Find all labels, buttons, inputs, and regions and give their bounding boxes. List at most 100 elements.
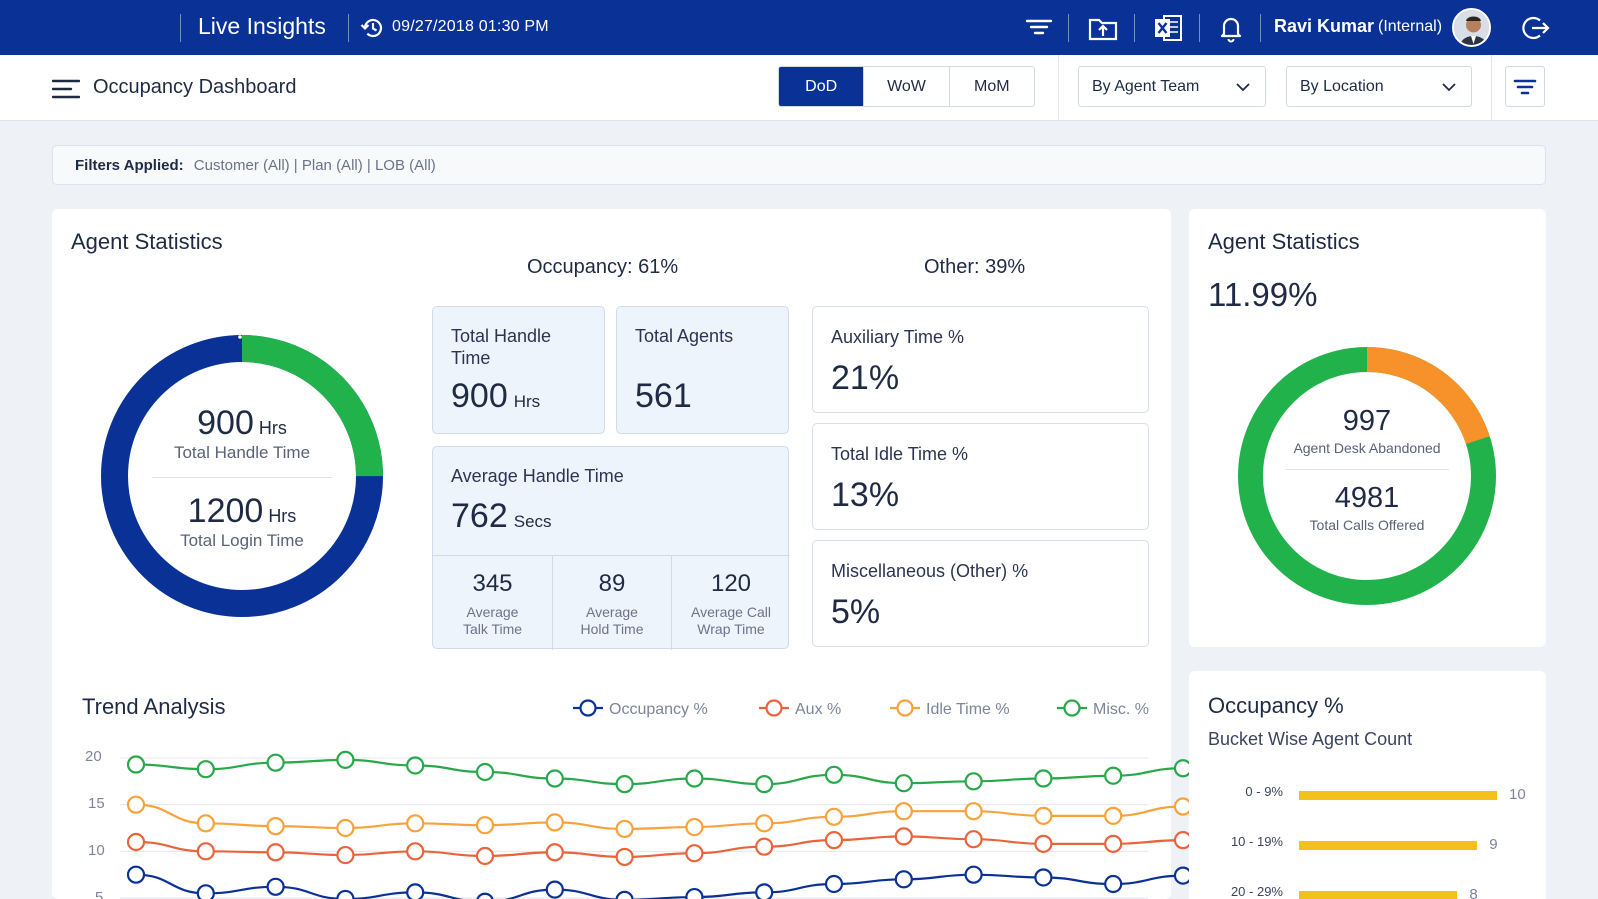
bucket-bar[interactable] — [1299, 791, 1497, 800]
filter-icon[interactable] — [1024, 13, 1054, 43]
stat-label: Average Handle Time — [451, 466, 624, 486]
average-talk-time[interactable]: 345 Average Talk Time — [433, 556, 552, 650]
data-point[interactable] — [1104, 874, 1123, 894]
miscellaneous-box[interactable]: Miscellaneous (Other) % 5% — [812, 540, 1149, 647]
other-heading: Other: 39% — [924, 256, 1026, 278]
bucket-bar[interactable] — [1299, 891, 1458, 899]
data-point[interactable] — [755, 814, 774, 833]
bell-icon[interactable] — [1216, 13, 1246, 43]
data-point[interactable] — [824, 765, 844, 784]
data-point[interactable] — [894, 802, 913, 821]
data-point[interactable] — [685, 887, 704, 899]
data-point[interactable] — [1034, 868, 1053, 887]
average-hold-time[interactable]: 89 Average Hold Time — [552, 556, 671, 650]
data-point[interactable] — [406, 756, 425, 775]
filters-applied-bar: Filters Applied: Customer (All) | Plan (… — [52, 145, 1546, 185]
data-point[interactable] — [336, 818, 355, 838]
data-point[interactable] — [545, 813, 564, 832]
avatar[interactable] — [1452, 8, 1491, 47]
data-point[interactable] — [266, 877, 285, 896]
data-point[interactable] — [1034, 806, 1053, 825]
data-point[interactable] — [406, 842, 425, 861]
data-point[interactable] — [545, 843, 564, 862]
period-dod-button[interactable]: DoD — [779, 67, 864, 106]
total-handle-time-box[interactable]: Total Handle Time 900 Hrs — [432, 306, 605, 434]
right-agent-statistics-card: Agent Statistics 11.99% 997 Agent Desk A… — [1189, 209, 1546, 647]
data-point[interactable] — [266, 753, 285, 772]
data-point[interactable] — [475, 846, 495, 866]
data-point[interactable] — [406, 883, 425, 899]
data-point[interactable] — [1104, 834, 1123, 853]
data-point[interactable] — [685, 769, 704, 788]
legend-item[interactable]: Misc. % — [1056, 698, 1149, 719]
data-point[interactable] — [615, 775, 634, 794]
data-point[interactable] — [476, 892, 494, 899]
data-point[interactable] — [964, 802, 983, 821]
legend-item[interactable]: Occupancy % — [572, 698, 708, 719]
data-point[interactable] — [126, 865, 146, 884]
excel-export-icon[interactable] — [1153, 13, 1183, 43]
data-point[interactable] — [336, 845, 355, 865]
stat-label: Total Idle Time % — [831, 444, 969, 464]
upload-folder-icon[interactable] — [1088, 13, 1118, 43]
data-point[interactable] — [196, 884, 215, 899]
average-wrap-time[interactable]: 120 Average Call Wrap Time — [671, 556, 790, 650]
data-point[interactable] — [824, 807, 844, 826]
period-mom-button[interactable]: MoM — [948, 67, 1034, 106]
data-point[interactable] — [196, 760, 215, 779]
period-wow-button[interactable]: WoW — [863, 67, 948, 106]
divider — [1058, 55, 1059, 121]
data-point[interactable] — [755, 883, 774, 899]
idle-time-box[interactable]: Total Idle Time % 13% — [812, 423, 1149, 530]
data-point[interactable] — [1034, 769, 1053, 788]
filter-button[interactable] — [1505, 66, 1545, 107]
data-point[interactable] — [545, 769, 564, 788]
data-point[interactable] — [196, 814, 215, 833]
user-name[interactable]: Ravi Kumar — [1274, 16, 1375, 36]
data-point[interactable] — [615, 847, 634, 867]
data-point[interactable] — [964, 772, 983, 791]
data-point[interactable] — [266, 817, 285, 836]
data-point[interactable] — [685, 844, 704, 863]
top-bar: Live Insights 09/27/2018 01:30 PM Ravi K… — [0, 0, 1598, 55]
data-point[interactable] — [126, 795, 146, 814]
data-point[interactable] — [1104, 806, 1123, 825]
data-point[interactable] — [545, 880, 564, 899]
substat-value: 345 — [472, 570, 513, 597]
data-point[interactable] — [126, 832, 146, 852]
data-point[interactable] — [755, 837, 774, 856]
bucket-bar[interactable] — [1299, 841, 1478, 850]
data-point[interactable] — [475, 762, 495, 782]
total-agents-box[interactable]: Total Agents 561 — [616, 306, 789, 434]
data-point[interactable] — [964, 865, 983, 884]
agent-team-select[interactable]: By Agent Team — [1078, 66, 1266, 107]
data-point[interactable] — [615, 890, 634, 899]
data-point[interactable] — [336, 889, 355, 899]
data-point[interactable] — [685, 817, 704, 837]
data-point[interactable] — [1034, 834, 1053, 853]
data-point[interactable] — [1104, 766, 1123, 785]
data-point[interactable] — [824, 831, 844, 850]
data-point[interactable] — [894, 827, 913, 846]
history-icon[interactable] — [360, 15, 386, 41]
data-point[interactable] — [824, 874, 844, 894]
average-handle-time-box[interactable]: Average Handle Time 762 Secs 345 Average T… — [432, 446, 790, 650]
data-point[interactable] — [894, 774, 913, 793]
data-point[interactable] — [615, 819, 634, 839]
data-point[interactable] — [755, 775, 774, 794]
legend-item[interactable]: Aux % — [758, 698, 841, 719]
user-avatar-icon — [1454, 10, 1489, 45]
data-point[interactable] — [336, 750, 355, 769]
auxiliary-time-box[interactable]: Auxiliary Time % 21% — [812, 306, 1149, 413]
location-select[interactable]: By Location — [1286, 66, 1472, 107]
logout-icon[interactable] — [1520, 13, 1550, 43]
data-point[interactable] — [126, 755, 146, 774]
data-point[interactable] — [406, 814, 425, 833]
data-point[interactable] — [964, 830, 983, 849]
legend-item[interactable]: Idle Time % — [889, 698, 1010, 719]
data-point[interactable] — [266, 843, 285, 862]
data-point[interactable] — [894, 870, 913, 889]
data-point[interactable] — [196, 842, 215, 861]
hamburger-menu-icon[interactable] — [52, 78, 80, 100]
data-point[interactable] — [475, 816, 495, 835]
